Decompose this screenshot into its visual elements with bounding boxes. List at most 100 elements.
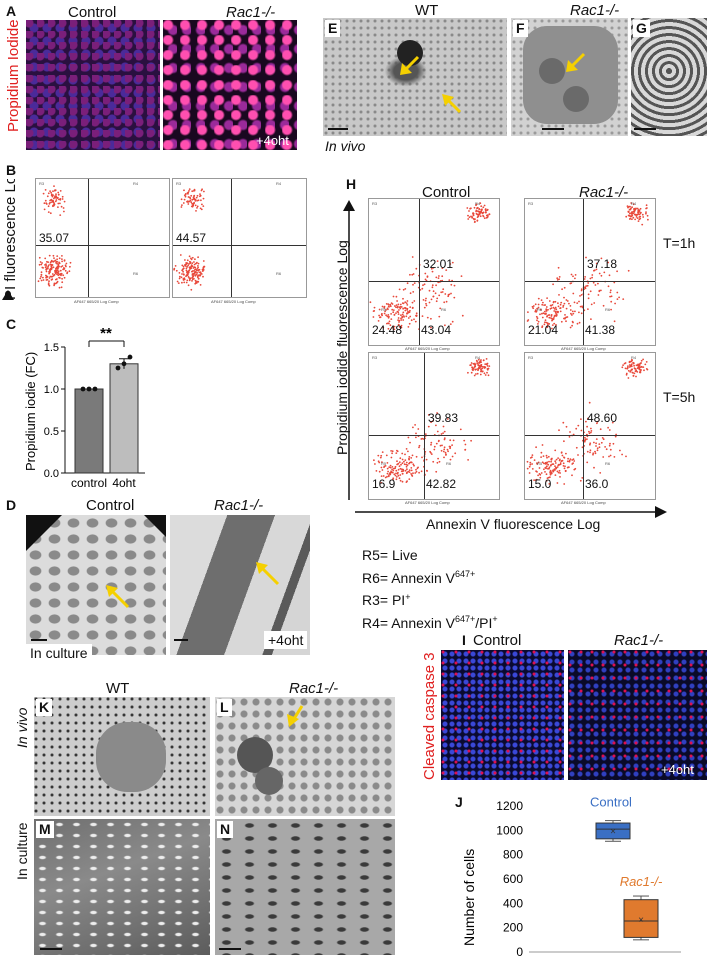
panel-label-c: C xyxy=(3,316,20,333)
panel-c-bar-chart: 0.0 0.5 1.0 1.5 control 4oht ** Propidium iodie… xyxy=(23,325,145,490)
scale-bar xyxy=(634,128,656,130)
panel-h-flow-plot: R3 R4 R5 R6 32.01 24.48 43.04 AF647 665/20 Log … xyxy=(368,198,500,351)
y-tick-label: 800 xyxy=(503,848,523,862)
panel-k-row-label: In vivo xyxy=(14,707,30,748)
panel-m-row-label: In culture xyxy=(14,822,30,880)
panel-label-k: K xyxy=(36,699,53,716)
panel-e-arrow-2 xyxy=(442,94,462,114)
x-axis-title: AF647 665/20 Log Comp xyxy=(561,500,606,505)
panel-i-control-micrograph xyxy=(441,650,564,780)
panel-h-row2-time: T=5h xyxy=(663,389,696,405)
scale-bar xyxy=(542,128,564,130)
panel-label-j: J xyxy=(452,794,466,811)
panel-label-d: D xyxy=(3,497,20,514)
scale-bar xyxy=(31,639,47,641)
data-point xyxy=(127,354,133,360)
gate-r6: R6 xyxy=(605,307,611,312)
value-upper: 32.01 xyxy=(423,257,454,271)
scatter-points xyxy=(526,202,649,330)
y-tick-label: 1000 xyxy=(496,823,523,837)
gate-r3: R3 xyxy=(372,355,378,360)
panel-j-box-plot: 0 200 400 600 800 1000 1200 × Control × Rac1-/- Num… xyxy=(461,795,681,959)
panel-i-control-title: Control xyxy=(473,632,522,649)
flow-dots xyxy=(369,353,499,499)
value-upper: 37.18 xyxy=(587,257,618,271)
gate-r5: R5 xyxy=(537,461,543,466)
mean-marker: × xyxy=(638,915,644,926)
panel-d-control-title: Control xyxy=(86,497,135,514)
flow-dots xyxy=(525,353,655,499)
gate-r6: R6 xyxy=(276,271,282,276)
gate-r6: R6 xyxy=(441,307,447,312)
gate-r3: R3 xyxy=(528,201,534,206)
panel-b-value-control: 35.07 xyxy=(39,231,70,245)
panel-label-h: H xyxy=(343,176,360,193)
panel-h-flow-plot: R3 R4 R5 R6 39.83 16.9 42.82 AF647 665/20 Log C… xyxy=(368,352,500,505)
panel-h-row1-time: T=1h xyxy=(663,235,696,251)
y-tick-label: 1.0 xyxy=(44,384,59,396)
panel-label-i: I xyxy=(459,632,469,649)
panel-i-ylabel: Cleaved caspase 3 xyxy=(421,652,438,780)
value-upper: 39.83 xyxy=(428,411,459,425)
panel-e-in-vivo-tag: In vivo xyxy=(325,138,366,154)
value-upper: 48.60 xyxy=(587,411,618,425)
series-label: Control xyxy=(590,795,632,810)
panel-label-b: B xyxy=(3,162,20,179)
panel-b-ylabel: PI fluorescence Log xyxy=(2,167,19,300)
flow-dots xyxy=(173,179,306,297)
data-point xyxy=(86,386,92,392)
panel-e-arrow-1 xyxy=(400,55,420,75)
significance-stars: ** xyxy=(100,325,112,342)
panel-label-l: L xyxy=(217,699,232,716)
gate-r4: R4 xyxy=(631,201,637,206)
panel-k-title: WT xyxy=(106,680,130,697)
scatter-points xyxy=(373,358,491,484)
panel-a-4oht-tag: +4oht xyxy=(256,133,289,148)
quadrant-line-vertical xyxy=(424,353,425,499)
gate-r3: R3 xyxy=(176,181,182,186)
box xyxy=(623,899,659,938)
quadrant-line-vertical xyxy=(583,199,584,345)
x-axis-title: AF647 665/20 Log Comp xyxy=(211,299,256,304)
value-lower-left: 24.48 xyxy=(372,323,403,337)
panel-a-rac1-micrograph xyxy=(163,20,297,150)
y-tick-label: 0.5 xyxy=(44,426,59,438)
gate-legend: R5= Live R6= Annexin V647+ R3= PI+ R4= A… xyxy=(362,546,498,633)
panel-i-rac1-title: Rac1-/- xyxy=(614,632,664,649)
legend-r5: R5= Live xyxy=(362,547,418,563)
value-lower-left: 15.0 xyxy=(528,477,552,491)
quadrant-line-horizontal xyxy=(369,435,499,436)
panel-label-m: M xyxy=(36,821,54,838)
panel-d-rac1-title: Rac1-/- xyxy=(214,497,264,514)
panel-d-control-em-image xyxy=(26,515,166,655)
panel-f-title: Rac1-/- xyxy=(570,2,620,19)
y-axis-label: Propidium iodie (FC) xyxy=(23,352,38,471)
panel-d-in-culture-tag: In culture xyxy=(26,644,92,662)
panel-i-rac1-micrograph xyxy=(568,650,707,780)
scale-bar xyxy=(40,948,62,950)
gate-r4: R4 xyxy=(475,201,481,206)
quadrant-line-horizontal xyxy=(369,281,499,282)
x-tick-label: 4oht xyxy=(112,476,136,490)
legend-r3: R3= PI+ xyxy=(362,591,411,609)
y-tick-label: 200 xyxy=(503,921,523,935)
panel-f-em-image xyxy=(511,18,628,136)
panel-b-flow-plot-rac1: R3 R4 R6 44.57 AF647 665/20 Log Comp xyxy=(172,178,307,304)
panel-h-flow-plot: R3 R4 R5 R6 37.18 21.04 41.38 AF647 665/20 Log … xyxy=(524,198,656,351)
panel-label-f: F xyxy=(513,20,528,37)
panel-b-flow-plot-control: R3 R4 R6 35.07 AF647 665/20 Log Comp xyxy=(35,178,170,304)
panel-label-n: N xyxy=(217,821,234,838)
gate-r6: R6 xyxy=(446,461,452,466)
panel-b-value-rac1: 44.57 xyxy=(176,231,207,245)
gate-r4: R4 xyxy=(133,181,139,186)
y-tick-label: 0 xyxy=(516,945,523,959)
y-tick-label: 600 xyxy=(503,872,523,886)
panel-g-em-image xyxy=(631,18,707,136)
bar xyxy=(109,363,139,474)
scatter-points xyxy=(369,202,491,331)
gate-r6: R6 xyxy=(133,271,139,276)
legend-r4: R4= Annexin V647+/PI+ xyxy=(362,614,498,631)
panel-d-4oht-tag: +4oht xyxy=(264,631,308,649)
gate-r3: R3 xyxy=(528,355,534,360)
gate-r6: R6 xyxy=(605,461,611,466)
